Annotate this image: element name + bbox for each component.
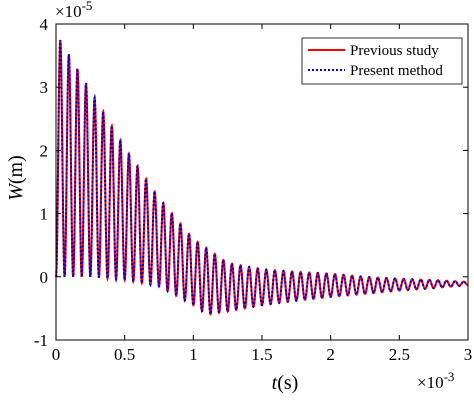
x-tick-label: 0	[52, 345, 61, 364]
legend-label-present-method: Present method	[350, 63, 443, 79]
y-exponent: ×10-5	[55, 0, 92, 21]
x-axis-label: t(s)	[272, 372, 299, 394]
legend-label-previous-study: Previous study	[350, 43, 439, 59]
y-tick-label: 4	[40, 15, 49, 34]
plot-series	[55, 39, 468, 316]
x-ticks: 0 0.5 1 1.5 2 2.5 3	[52, 24, 473, 364]
y-exponent-base: ×10	[55, 2, 82, 21]
x-tick-label: 0.5	[114, 345, 135, 364]
y-tick-label: 2	[40, 141, 49, 160]
y-axis-label-italic: W	[5, 182, 27, 201]
x-tick-label: 1.5	[251, 345, 272, 364]
y-axis-label: W(m)	[5, 155, 27, 201]
x-exponent-base: ×10	[417, 373, 444, 392]
y-axis-label-unit: (m)	[5, 155, 27, 184]
legend: Previous study Present method	[301, 37, 463, 85]
y-tick-label: -1	[34, 331, 48, 350]
y-exponent-power: -5	[82, 0, 93, 13]
x-axis-label-italic: t	[272, 372, 278, 394]
legend-box	[301, 37, 463, 85]
x-exponent: ×10-3	[417, 369, 454, 392]
x-axis-label-unit: (s)	[277, 372, 298, 394]
series-present-method	[55, 39, 468, 316]
x-tick-label: 3	[464, 345, 473, 364]
y-tick-label: 3	[40, 78, 49, 97]
x-tick-label: 2.5	[389, 345, 410, 364]
y-ticks: -1 0 1 2 3 4	[34, 15, 468, 350]
y-tick-label: 1	[40, 205, 49, 224]
x-exponent-power: -3	[444, 369, 455, 384]
x-tick-label: 1	[189, 345, 198, 364]
x-tick-label: 2	[326, 345, 335, 364]
y-tick-label: 0	[40, 268, 49, 287]
